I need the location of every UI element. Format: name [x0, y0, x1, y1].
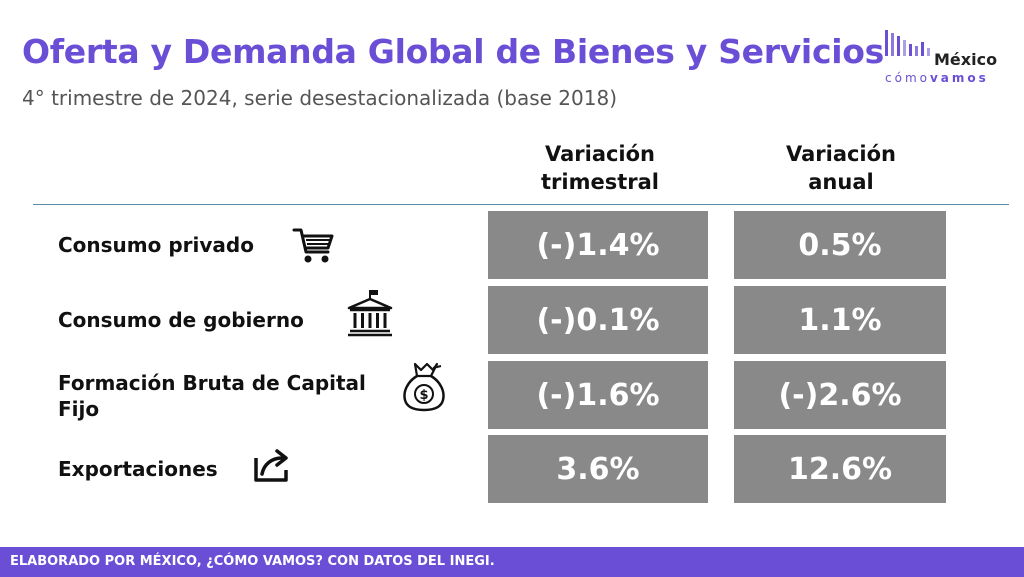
logo-tagline: cómovamos: [885, 71, 989, 85]
cell-annual-consumo-privado: 0.5%: [734, 211, 946, 279]
header-divider: [33, 204, 1009, 205]
svg-text:$: $: [419, 388, 428, 403]
row-label-consumo-gobierno: Consumo de gobierno: [58, 308, 304, 332]
row-label-formacion-bruta: Formación Bruta de Capital Fijo: [58, 371, 366, 421]
logo-name: México: [934, 50, 998, 69]
column-header-quarterly: Variación trimestral: [541, 142, 659, 194]
row-label-exportaciones: Exportaciones: [58, 457, 218, 481]
export-arrow-icon: [254, 449, 288, 482]
cell-quarterly-formacion-bruta: (-)1.6%: [488, 361, 708, 429]
government-building-icon: [347, 290, 393, 337]
column-header-annual: Variación anual: [785, 142, 897, 194]
footer-source: ELABORADO POR MÉXICO, ¿CÓMO VAMOS? CON D…: [0, 547, 1024, 577]
cell-annual-formacion-bruta: (-)2.6%: [734, 361, 946, 429]
cell-annual-consumo-gobierno: 1.1%: [734, 286, 946, 354]
cell-quarterly-exportaciones: 3.6%: [488, 435, 708, 503]
logo: México cómovamos: [884, 30, 1008, 86]
shopping-cart-icon: [292, 228, 334, 263]
cell-annual-exportaciones: 12.6%: [734, 435, 946, 503]
money-bag-icon: $: [403, 362, 445, 412]
cell-quarterly-consumo-privado: (-)1.4%: [488, 211, 708, 279]
row-label-consumo-privado: Consumo privado: [58, 233, 254, 257]
cell-quarterly-consumo-gobierno: (-)0.1%: [488, 286, 708, 354]
page-title: Oferta y Demanda Global de Bienes y Serv…: [22, 32, 884, 71]
page-subtitle: 4° trimestre de 2024, serie desestaciona…: [22, 86, 618, 110]
logo-bars-icon: [885, 30, 930, 56]
